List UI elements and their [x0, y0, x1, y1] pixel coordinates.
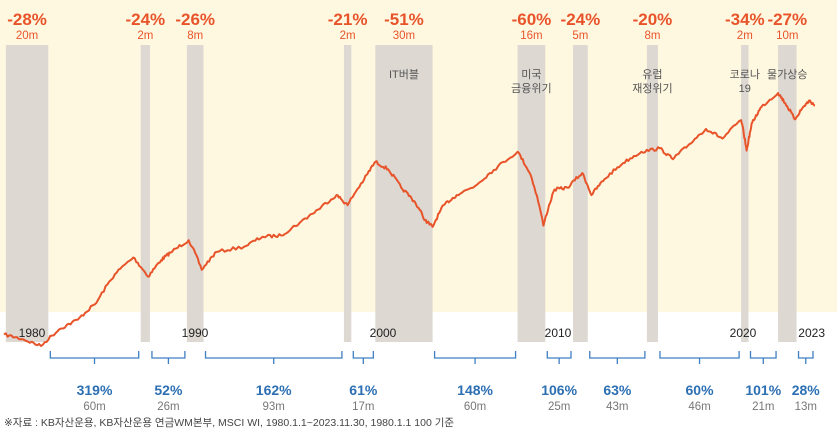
rally-duration-2: 93m — [263, 401, 285, 413]
year-tick-2020: 2020 — [730, 326, 757, 340]
drawdown-band-7 — [646, 45, 658, 342]
year-tick-2010: 2010 — [545, 326, 572, 340]
drawdown-duration-7: 8m — [644, 30, 660, 42]
rally-bracket-9 — [797, 351, 814, 364]
crisis-label-5-1: 금융위기 — [511, 82, 551, 95]
rally-duration-0: 60m — [83, 401, 105, 413]
crisis-label-8-0: 코로나 — [730, 68, 760, 81]
rally-pct-0: 319% — [77, 382, 113, 398]
drawdown-duration-5: 16m — [520, 30, 542, 42]
year-tick-1990: 1990 — [182, 326, 209, 340]
rally-bracket-3 — [352, 351, 374, 364]
rally-duration-8: 21m — [752, 401, 774, 413]
drawdown-pct-1: -24% — [125, 10, 165, 29]
rally-pct-7: 60% — [686, 382, 715, 398]
drawdown-band-4 — [375, 45, 433, 342]
drawdown-band-2 — [186, 45, 204, 342]
drawdown-pct-7: -20% — [633, 10, 673, 29]
crisis-label-7-1: 재정위기 — [632, 82, 672, 95]
drawdown-band-9 — [778, 45, 797, 342]
drawdown-pct-8: -34% — [725, 10, 765, 29]
rally-pct-8: 101% — [745, 382, 781, 398]
drawdown-duration-8: 2m — [737, 30, 753, 42]
drawdown-band-6 — [572, 45, 588, 342]
drawdown-pct-9: -27% — [767, 10, 807, 29]
rally-duration-7: 46m — [688, 401, 710, 413]
rally-bracket-4 — [433, 351, 517, 364]
rally-duration-9: 13m — [795, 401, 817, 413]
drawdown-band-1 — [140, 45, 150, 342]
rally-duration-5: 25m — [548, 401, 570, 413]
drawdown-duration-2: 8m — [187, 30, 203, 42]
drawdown-pct-2: -26% — [175, 10, 215, 29]
rally-bracket-6 — [589, 351, 646, 364]
drawdown-duration-6: 5m — [572, 30, 588, 42]
rally-bracket-2 — [204, 351, 343, 364]
drawdown-pct-3: -21% — [328, 10, 368, 29]
drawdown-duration-9: 10m — [776, 30, 798, 42]
drawdown-pct-0: -28% — [7, 10, 47, 29]
rally-duration-6: 43m — [606, 401, 628, 413]
crisis-label-7-0: 유럽 — [642, 67, 662, 81]
crisis-label-8-1: 19 — [739, 83, 751, 95]
drawdown-band-8 — [741, 45, 749, 342]
rally-pct-1: 52% — [154, 382, 183, 398]
rally-pct-5: 106% — [541, 382, 577, 398]
year-tick-1980: 1980 — [19, 326, 46, 340]
rally-pct-6: 63% — [603, 382, 632, 398]
crisis-label-4-0: IT버블 — [389, 68, 419, 81]
drawdown-duration-1: 2m — [137, 30, 153, 42]
drawdown-duration-4: 30m — [393, 30, 415, 42]
rally-pct-3: 61% — [349, 382, 378, 398]
crisis-label-5-0: 미국 — [521, 68, 541, 81]
rally-duration-3: 17m — [352, 401, 374, 413]
rally-pct-4: 148% — [457, 382, 493, 398]
rally-bracket-0 — [49, 351, 140, 364]
drawdown-duration-0: 20m — [16, 30, 38, 42]
index-series-line — [3, 92, 816, 347]
year-tick-2000: 2000 — [370, 326, 397, 340]
drawdown-pct-6: -24% — [561, 10, 601, 29]
rally-bracket-5 — [546, 351, 572, 364]
rally-pct-9: 28% — [792, 382, 821, 398]
year-tick-2023: 2023 — [798, 326, 825, 340]
rally-bracket-8 — [749, 351, 777, 364]
rally-pct-2: 162% — [256, 382, 292, 398]
drawdown-duration-3: 2m — [340, 30, 356, 42]
rally-bracket-7 — [659, 351, 740, 364]
drawdown-pct-4: -51% — [384, 10, 424, 29]
source-note: ※자료 : KB자산운용, KB자산운용 연금WM본부, MSCI WI, 19… — [4, 417, 454, 429]
drawdown-band-0 — [5, 45, 49, 342]
drawdown-band-5 — [517, 45, 546, 342]
drawdown-pct-5: -60% — [512, 10, 552, 29]
rally-bracket-1 — [151, 351, 186, 364]
crisis-label-9-0: 물가상승 — [767, 68, 807, 81]
drawdown-band-3 — [343, 45, 352, 342]
rally-duration-1: 26m — [157, 401, 179, 413]
rally-duration-4: 60m — [464, 401, 486, 413]
